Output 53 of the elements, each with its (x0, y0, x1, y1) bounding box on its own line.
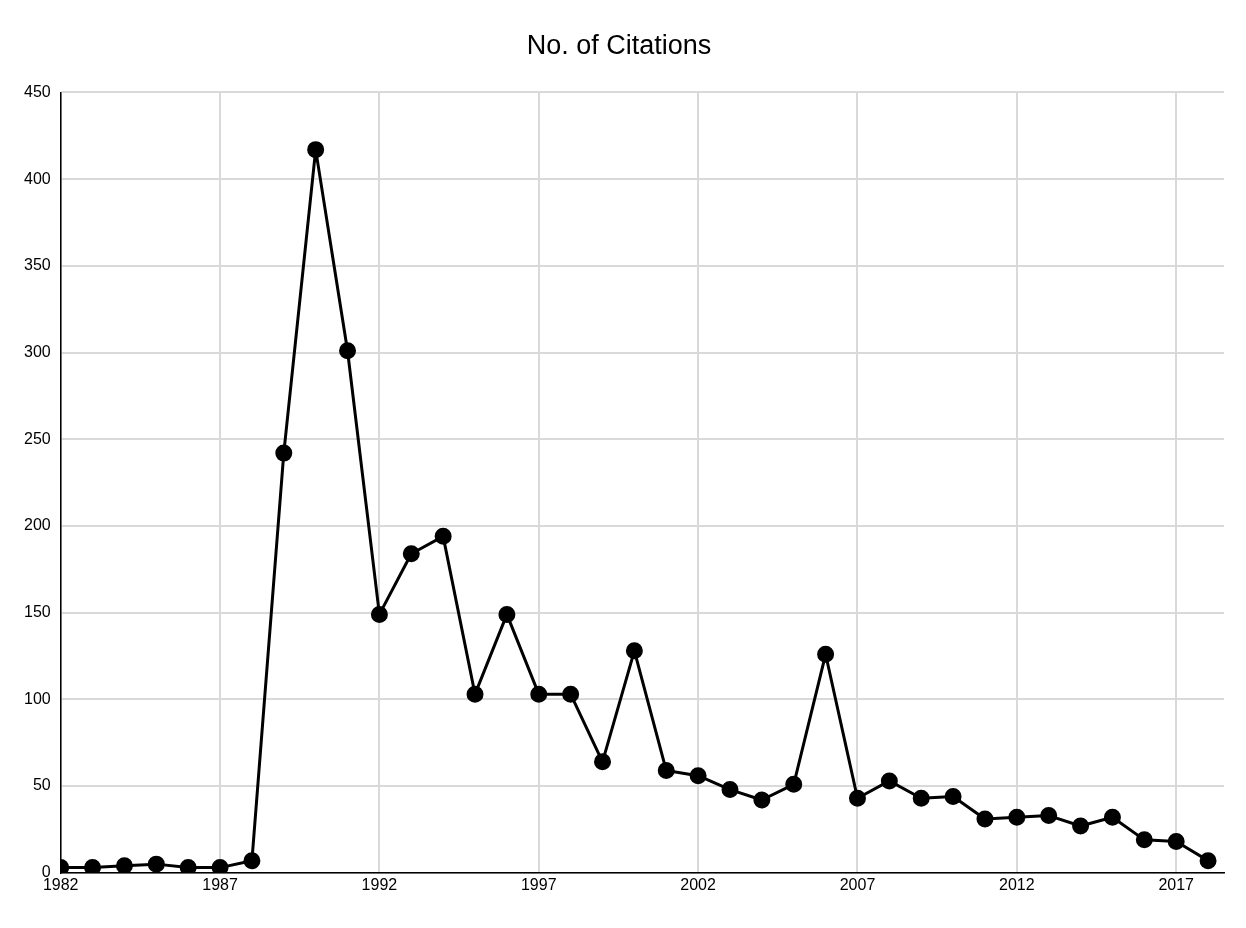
y-tick-label: 100 (23, 689, 51, 707)
y-tick-label: 200 (23, 516, 51, 534)
point (1199, 852, 1217, 870)
point (115, 857, 133, 873)
point (976, 810, 994, 828)
point (179, 859, 197, 873)
point (944, 787, 962, 805)
point (1072, 817, 1090, 835)
point (689, 767, 707, 785)
point (339, 342, 357, 360)
point (594, 753, 612, 771)
point (625, 642, 643, 660)
y-tick-label: 450 (23, 82, 51, 100)
x-tick-label: 2002 (680, 875, 717, 893)
point (275, 444, 293, 462)
point (785, 775, 803, 793)
y-tick-label: 150 (23, 603, 51, 621)
point (848, 789, 866, 807)
chart-title: No. of Citations (526, 29, 712, 60)
x-tick-label: 2007 (839, 875, 876, 893)
point (498, 605, 516, 623)
point (307, 141, 325, 159)
point (147, 855, 165, 873)
x-tick-label: 1987 (202, 875, 238, 893)
point (243, 852, 261, 870)
x-tick-label: 1992 (361, 875, 398, 893)
point (434, 527, 452, 545)
point (1103, 808, 1121, 826)
y-tick-label: 400 (23, 169, 51, 187)
point (1167, 833, 1185, 851)
y-tick-label: 50 (32, 776, 51, 794)
point (402, 545, 420, 563)
y-tick-label: 350 (23, 256, 51, 274)
point (753, 791, 771, 809)
point (817, 645, 835, 663)
x-tick-label: 2017 (1158, 875, 1195, 893)
point (84, 859, 102, 873)
x-tick-label: 2012 (999, 875, 1035, 893)
y-tick-label: 250 (23, 429, 51, 447)
point (1135, 831, 1153, 849)
point (530, 685, 548, 703)
point (211, 859, 229, 873)
y-tick-label: 300 (23, 342, 51, 360)
point (880, 772, 898, 790)
point (657, 761, 675, 779)
point (721, 781, 739, 799)
point (466, 685, 484, 703)
point (370, 605, 388, 623)
point (1040, 807, 1058, 825)
x-tick-label: 1997 (520, 875, 557, 893)
point (912, 789, 930, 807)
point (562, 685, 580, 703)
point (1008, 808, 1026, 826)
